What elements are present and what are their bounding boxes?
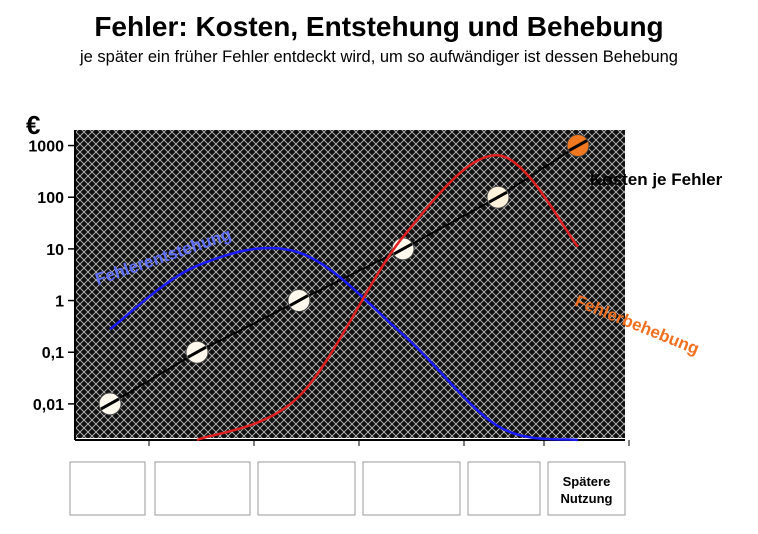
series-line xyxy=(109,144,579,405)
data-point-stripe xyxy=(289,294,309,307)
category-box xyxy=(69,461,146,516)
y-tick-label: 10 xyxy=(46,242,64,259)
data-point-stripe xyxy=(187,345,207,359)
y-tick-label: 1 xyxy=(55,294,64,311)
series-line xyxy=(109,246,579,442)
x-tick-label: Spätere Nutzung xyxy=(561,474,613,506)
data-point-stripe xyxy=(393,242,413,256)
category-box xyxy=(257,461,356,516)
category-box xyxy=(467,461,541,516)
chart-title: Fehler: Kosten, Entstehung und Behebung xyxy=(94,11,663,42)
plot-background xyxy=(75,130,625,438)
y-tick-label: 0,01 xyxy=(33,397,64,414)
category-box xyxy=(154,461,251,516)
category-box xyxy=(547,461,626,516)
data-point-stripe xyxy=(568,139,588,152)
y-tick-label: 0,1 xyxy=(42,345,64,362)
y-tick-label: 1000 xyxy=(28,139,64,156)
data-point-stripe xyxy=(100,397,120,411)
series-line xyxy=(196,153,579,442)
series-label: Kosten je Fehler xyxy=(590,170,723,189)
y-tick-label: 100 xyxy=(37,190,64,207)
category-box xyxy=(362,461,461,516)
chart-subtitle: je später ein früher Fehler entdeckt wir… xyxy=(79,48,678,66)
y-axis-label: € xyxy=(26,110,40,140)
data-point-stripe xyxy=(488,190,508,204)
